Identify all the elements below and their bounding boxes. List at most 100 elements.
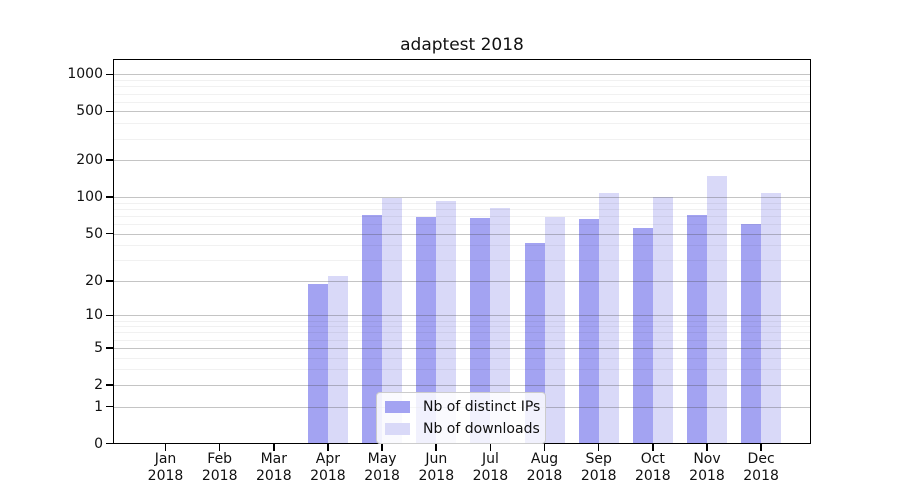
x-tick-jun: [435, 443, 437, 451]
gridline-200: [113, 160, 811, 162]
x-tick-month: Oct: [640, 451, 665, 467]
bar-downloads-jun: [436, 200, 457, 444]
y-tick-label-1000: 1000: [67, 66, 103, 83]
gridline-minor-8: [113, 326, 811, 328]
x-tick-label-apr: Apr 2018: [296, 451, 360, 485]
bar-ips-sep: [578, 218, 599, 444]
y-tick-1000: [106, 73, 113, 76]
x-tick-month: Jul: [481, 451, 499, 467]
y-tick-50: [106, 232, 113, 235]
x-tick-label-aug: Aug 2018: [513, 451, 577, 485]
x-tick-label-jan: Jan 2018: [134, 451, 198, 485]
x-tick-month: May: [367, 451, 397, 467]
y-tick-label-1: 1: [94, 398, 103, 415]
gridline-20: [113, 280, 811, 282]
x-tick-label-may: May 2018: [350, 451, 414, 485]
bar-ips-jun: [416, 217, 437, 444]
bar-ips-dec: [741, 223, 762, 444]
x-tick-year: 2018: [580, 468, 617, 484]
gridline-minor-900: [113, 80, 811, 82]
x-tick-year: 2018: [201, 468, 238, 484]
chart-title: adaptest 2018: [400, 35, 524, 55]
x-tick-label-oct: Oct 2018: [621, 451, 685, 485]
y-tick-200: [106, 159, 113, 161]
y-tick-label-500: 500: [76, 103, 103, 120]
x-tick-month: Aug: [530, 451, 559, 467]
x-tick-year: 2018: [743, 468, 779, 484]
x-tick-oct: [652, 443, 654, 451]
y-tick-label-10: 10: [85, 307, 103, 324]
x-tick-month: Jun: [425, 451, 448, 467]
legend: Nb of distinct IPs Nb of downloads: [376, 392, 546, 444]
bar-downloads-dec: [761, 193, 782, 444]
x-tick-apr: [327, 443, 329, 451]
bar-ips-apr: [307, 283, 328, 444]
x-tick-month: Jan: [154, 451, 177, 467]
y-tick-label-5: 5: [94, 339, 103, 356]
bar-downloads-sep: [598, 192, 619, 444]
x-tick-feb: [218, 443, 221, 451]
gridline-minor-60: [113, 223, 811, 225]
gridline-2: [113, 384, 811, 386]
y-tick-label-100: 100: [76, 189, 103, 205]
x-tick-year: 2018: [310, 468, 346, 484]
legend-label-downloads: Nb of downloads: [423, 421, 540, 437]
y-tick-label-20: 20: [85, 272, 103, 289]
gridline-1000: [113, 74, 811, 76]
gridline-minor-7: [113, 332, 811, 334]
gridline-50: [113, 233, 811, 235]
y-tick-20: [106, 280, 113, 282]
plot-area: [113, 59, 811, 444]
x-tick-dec: [760, 443, 762, 451]
x-tick-aug: [543, 443, 546, 451]
gridline-minor-6: [113, 339, 811, 341]
x-tick-year: 2018: [418, 468, 455, 484]
x-tick-sep: [597, 443, 600, 451]
x-tick-month: Apr: [315, 451, 340, 467]
y-tick-0: [106, 442, 113, 445]
gridline-minor-30: [113, 260, 811, 262]
legend-label-distinct-ips: Nb of distinct IPs: [423, 399, 541, 415]
x-tick-mar: [273, 443, 275, 451]
gridline-minor-90: [113, 202, 811, 204]
x-tick-month: Feb: [207, 451, 233, 467]
gridline-minor-80: [113, 208, 811, 210]
x-tick-month: Sep: [585, 451, 612, 467]
gridline-minor-70: [113, 215, 811, 217]
x-tick-year: 2018: [634, 468, 671, 484]
x-tick-jul: [489, 443, 492, 451]
x-tick-year: 2018: [255, 468, 292, 484]
gridline-10: [113, 315, 811, 317]
x-tick-label-mar: Mar 2018: [242, 451, 306, 485]
x-tick-label-jun: Jun 2018: [404, 451, 468, 485]
gridline-minor-4: [113, 357, 811, 359]
x-tick-year: 2018: [689, 468, 725, 484]
legend-item-distinct-ips: Nb of distinct IPs: [385, 399, 541, 415]
x-tick-year: 2018: [472, 468, 509, 484]
bar-downloads-nov: [707, 176, 727, 444]
y-tick-label-200: 200: [76, 152, 103, 169]
bar-ips-oct: [632, 227, 653, 444]
legend-swatch-downloads: [385, 423, 410, 435]
gridline-5: [113, 347, 811, 349]
gridline-500: [113, 111, 811, 113]
legend-swatch-distinct-ips: [385, 401, 410, 413]
x-tick-year: 2018: [147, 468, 184, 484]
bar-ips-nov: [687, 215, 707, 444]
gridline-minor-40: [113, 245, 811, 247]
gridline-minor-3: [113, 369, 811, 371]
y-tick-500: [106, 110, 113, 113]
x-tick-label-sep: Sep 2018: [567, 451, 631, 485]
y-tick-10: [106, 314, 113, 317]
x-tick-label-dec: Dec 2018: [729, 451, 793, 485]
x-tick-month: Nov: [693, 451, 721, 467]
gridline-minor-700: [113, 93, 811, 95]
gridline-minor-300: [113, 138, 811, 140]
bar-ips-jul: [470, 218, 491, 444]
gridline-100: [113, 197, 811, 198]
x-tick-label-jul: Jul 2018: [458, 451, 522, 485]
y-tick-label-2: 2: [94, 376, 103, 393]
legend-item-downloads: Nb of downloads: [385, 421, 540, 437]
gridline-minor-400: [113, 123, 811, 125]
